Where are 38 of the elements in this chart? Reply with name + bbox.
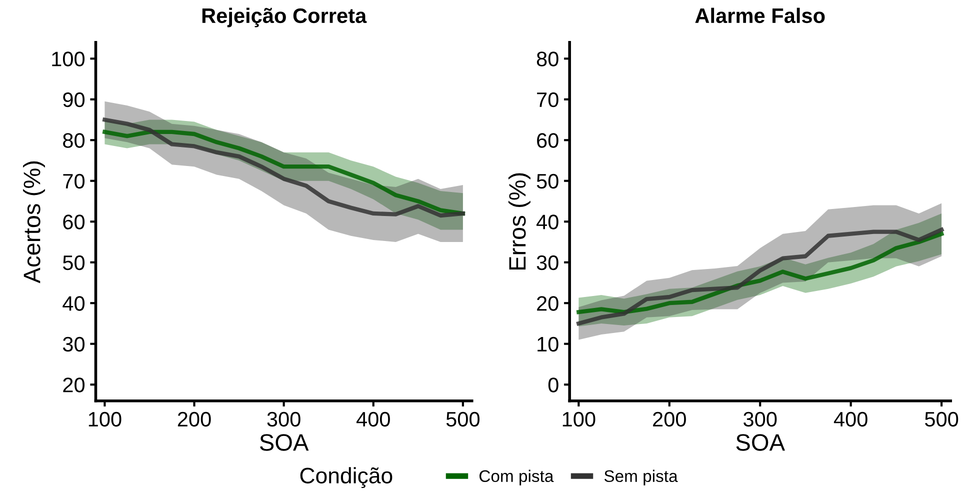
chart-title: Rejeição Correta — [202, 8, 367, 28]
y-axis-title: Erros (%) — [508, 173, 530, 270]
y-tick-label: 50 — [62, 255, 85, 270]
chart-title: Alarme Falso — [695, 8, 825, 24]
y-tick-label: 30 — [536, 255, 558, 270]
x-tick-label: 100 — [88, 412, 122, 427]
y-tick-label: 80 — [536, 52, 558, 66]
x-axis-title: SOA — [260, 434, 309, 451]
y-tick-label: 90 — [63, 92, 85, 108]
x-tick-label: 200 — [653, 412, 686, 427]
x-tick-label: 300 — [267, 412, 300, 427]
y-tick-label: 70 — [63, 174, 85, 189]
x-tick-label: 400 — [356, 412, 390, 427]
x-tick-label: 100 — [562, 412, 596, 427]
y-tick-label: 40 — [62, 296, 85, 311]
x-tick-label: 300 — [744, 412, 777, 427]
line-series — [576, 232, 944, 314]
y-tick-label: 70 — [537, 92, 558, 108]
y-tick-label: 10 — [538, 336, 558, 352]
y-tick-label: 80 — [63, 133, 85, 148]
legend-title: Condição — [300, 467, 392, 488]
x-tick-label: 200 — [178, 412, 211, 427]
y-tick-label: 100 — [52, 52, 85, 66]
x-tick-label: 500 — [446, 412, 480, 427]
y-tick-label: 0 — [548, 378, 558, 392]
y-tick-label: 60 — [63, 214, 85, 230]
legend-label: Com pista — [480, 470, 554, 486]
y-tick-label: 60 — [537, 133, 558, 148]
x-tick-label: 500 — [925, 412, 958, 427]
x-axis-title: SOA — [736, 434, 785, 451]
y-tick-label: 50 — [536, 174, 558, 189]
y-tick-label: 20 — [537, 296, 558, 311]
y-tick-label: 30 — [62, 336, 85, 352]
y-tick-label: 20 — [63, 378, 85, 392]
y-tick-label: 40 — [536, 214, 558, 230]
y-axis-title: Acertos (%) — [23, 161, 46, 284]
legend-label: Sem pista — [604, 470, 678, 486]
x-tick-label: 400 — [834, 412, 868, 427]
